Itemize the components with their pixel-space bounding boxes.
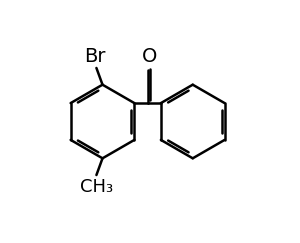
Text: Br: Br	[85, 47, 106, 66]
Text: CH₃: CH₃	[80, 178, 113, 196]
Text: O: O	[142, 47, 158, 66]
